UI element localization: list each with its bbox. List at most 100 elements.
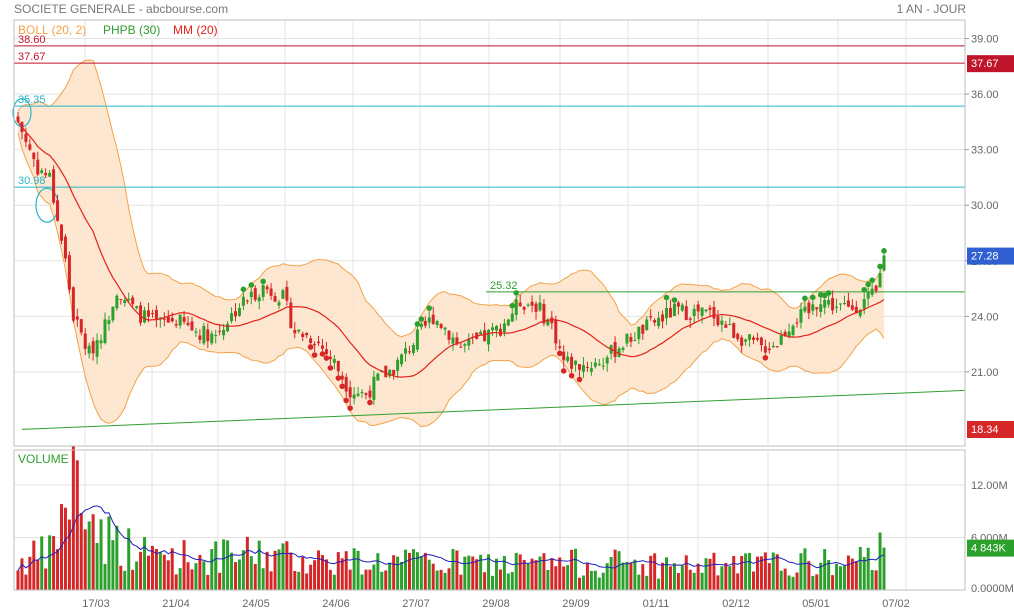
- volume-bar: [605, 563, 609, 590]
- candle-body: [550, 317, 554, 324]
- volume-bar: [728, 566, 732, 590]
- volume-bar: [404, 549, 408, 590]
- volume-bar: [324, 559, 328, 590]
- phpb-low-marker: [323, 355, 330, 361]
- candle-body: [649, 316, 653, 318]
- candle-body: [657, 317, 661, 326]
- price-tick-label: 39.00: [971, 34, 999, 46]
- candle-body: [578, 364, 582, 370]
- candle-body: [415, 329, 419, 350]
- candle-body: [75, 316, 79, 320]
- candle-body: [431, 314, 435, 324]
- phpb-high-marker: [802, 295, 808, 302]
- volume-bar: [514, 552, 518, 590]
- volume-bar: [716, 575, 720, 590]
- price-panel-frame: [13, 19, 966, 447]
- candle-body: [720, 320, 724, 325]
- candle-body: [629, 336, 633, 342]
- candle-body: [672, 303, 676, 317]
- volume-bar: [107, 516, 111, 590]
- candle-body: [150, 313, 154, 315]
- candle-body: [36, 159, 40, 175]
- volume-bar: [87, 521, 91, 590]
- volume-bar: [811, 576, 815, 590]
- volume-bar: [641, 564, 645, 590]
- candle-body: [135, 306, 139, 309]
- volume-bar: [273, 550, 277, 590]
- volume-bar: [621, 562, 625, 590]
- legend-boll: BOLL (20, 2): [18, 23, 87, 37]
- volume-bar: [498, 569, 502, 590]
- volume-bar: [550, 558, 554, 590]
- volume-bar: [111, 540, 115, 590]
- volume-bar: [688, 569, 692, 590]
- phpb-low-marker: [576, 376, 583, 383]
- volume-bar: [451, 549, 455, 590]
- volume-bar: [131, 569, 135, 590]
- volume-bar: [237, 559, 241, 590]
- volume-bar: [475, 559, 479, 590]
- candle-body: [803, 306, 807, 312]
- volume-bar: [289, 552, 293, 590]
- candle-body: [744, 339, 748, 342]
- phpb-low-marker: [762, 354, 769, 361]
- volume-bar: [95, 542, 99, 590]
- volume-bar: [301, 557, 305, 590]
- candle-body: [728, 324, 732, 326]
- candle-body: [332, 358, 336, 363]
- volume-bar: [661, 562, 665, 590]
- phpb-high-marker: [869, 277, 875, 284]
- volume-bar: [578, 577, 582, 590]
- volume-bar: [637, 574, 641, 590]
- volume-bar: [704, 558, 708, 590]
- candle-body: [463, 344, 467, 346]
- volume-tick-label: 12.00M: [971, 480, 1008, 492]
- phpb-high-marker: [418, 316, 425, 322]
- bollinger-upper-band: [17, 59, 885, 338]
- volume-bar: [56, 549, 60, 590]
- volume-bar: [340, 558, 344, 590]
- candle-body: [28, 144, 32, 150]
- candle-body: [752, 337, 756, 340]
- candle-body: [111, 306, 115, 321]
- volume-bar: [779, 570, 783, 590]
- candle-body: [198, 335, 202, 340]
- volume-bar: [336, 552, 340, 590]
- candle-body: [633, 340, 637, 342]
- candle-body: [368, 390, 372, 398]
- volume-bar: [518, 554, 522, 590]
- volume-bar: [206, 574, 210, 590]
- candle-body: [352, 394, 356, 399]
- volume-bar: [862, 557, 866, 590]
- volume-bar: [684, 555, 688, 590]
- volume-bar: [625, 561, 629, 590]
- candle-body: [277, 302, 281, 306]
- volume-bar: [783, 568, 787, 590]
- candle-body: [755, 337, 759, 340]
- candle-body: [63, 236, 67, 259]
- volume-bar: [763, 552, 767, 590]
- candle-body: [791, 325, 795, 336]
- price-tick-label: 24.00: [971, 311, 999, 323]
- candle-body: [95, 340, 99, 357]
- candle-body: [439, 324, 443, 329]
- volume-bar: [609, 556, 613, 590]
- volume-bar: [439, 569, 443, 590]
- volume-bar: [585, 563, 589, 590]
- volume-bar: [546, 569, 550, 590]
- phpb-high-marker: [877, 263, 883, 270]
- volume-bar: [696, 563, 700, 590]
- volume-bar: [487, 554, 491, 590]
- candle-body: [404, 348, 408, 354]
- ma-line: [17, 121, 885, 378]
- volume-bar: [538, 556, 542, 590]
- candle-body: [146, 310, 150, 317]
- candle-body: [850, 305, 854, 310]
- candle-body: [400, 354, 404, 365]
- candle-body: [502, 323, 506, 333]
- volume-bar: [668, 566, 672, 590]
- candle-body: [257, 297, 261, 302]
- candle-body: [388, 369, 392, 377]
- candle-body: [214, 335, 218, 337]
- date-tick-label: 27/07: [402, 598, 430, 610]
